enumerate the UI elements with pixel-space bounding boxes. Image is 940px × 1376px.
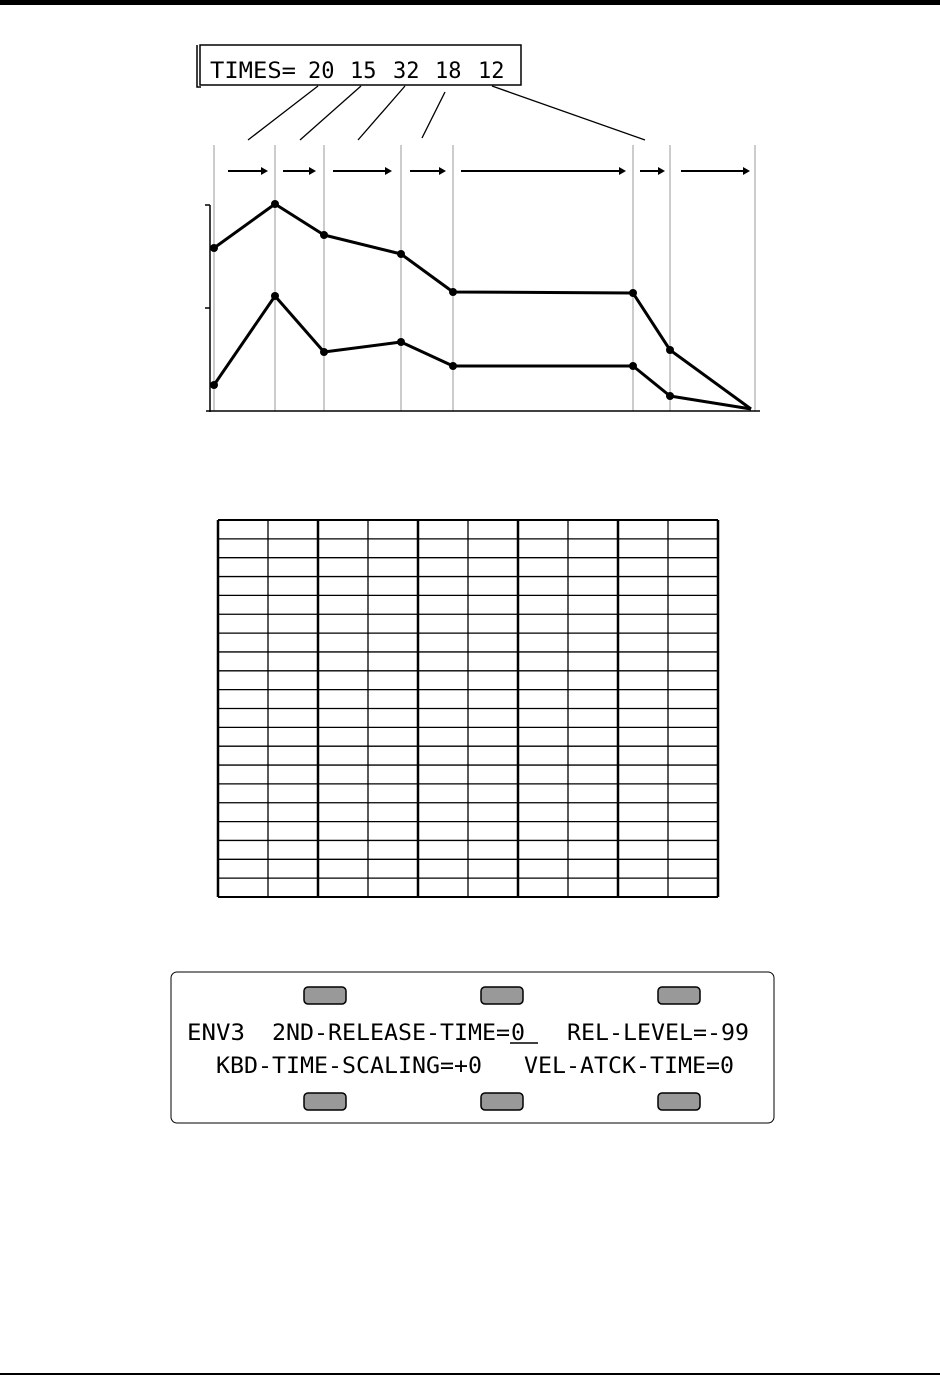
envelope-point: [629, 362, 637, 370]
envelope-point: [271, 200, 279, 208]
time-value: 18: [435, 59, 462, 84]
arrow-head: [439, 167, 446, 175]
time-value: 12: [478, 59, 505, 84]
envelope-point: [449, 288, 457, 296]
lcd-text: KBD-TIME-SCALING=+0: [216, 1054, 482, 1079]
times-box: TIMES= 20 15 32 18 12: [196, 44, 522, 88]
arrow-head: [658, 167, 665, 175]
time-value: 32: [393, 59, 420, 84]
envelope-diagram: [205, 145, 760, 412]
envelope-point: [210, 244, 218, 252]
arrow-head: [619, 167, 626, 175]
envelope-point: [320, 231, 328, 239]
lcd-text: ENV3: [187, 1021, 245, 1046]
envelope-curve: [213, 202, 752, 411]
envelope-point: [271, 292, 279, 300]
envelope-point: [320, 348, 328, 356]
soft-button: [657, 986, 701, 1005]
envelope-point: [629, 289, 637, 297]
soft-button: [480, 1092, 524, 1111]
leader: [357, 85, 406, 141]
envelope-curve: [212, 294, 752, 411]
arrow-head: [743, 167, 750, 175]
soft-button: [303, 1092, 347, 1111]
envelope-point: [666, 392, 674, 400]
lcd-panel: ENV3 2ND-RELEASE-TIME= 0 REL-LEVEL=-99 K…: [170, 971, 775, 1124]
envelope-point: [397, 250, 405, 258]
arrow-head: [261, 167, 268, 175]
arrow-head: [385, 167, 392, 175]
times-label: TIMES=: [210, 59, 296, 84]
blank-table: [216, 519, 720, 898]
lcd-text: 2ND-RELEASE-TIME=: [272, 1021, 510, 1046]
leader-lines: [247, 85, 646, 141]
lcd-cursor-value: 0: [511, 1021, 525, 1046]
box-frame: [199, 44, 522, 86]
time-value: 20: [308, 59, 335, 84]
leader: [491, 85, 646, 141]
envelope-point: [449, 362, 457, 370]
arrow-head: [309, 167, 316, 175]
lcd-frame: [170, 971, 775, 1124]
time-value: 15: [350, 59, 377, 84]
bottom-rule: [0, 1373, 940, 1375]
top-rule: [0, 0, 940, 5]
lcd-text: REL-LEVEL=-99: [567, 1021, 749, 1046]
envelope-point: [666, 346, 674, 354]
lcd-text: VEL-ATCK-TIME=0: [524, 1054, 734, 1079]
soft-button: [480, 986, 524, 1005]
leader: [299, 85, 362, 141]
soft-button: [657, 1092, 701, 1111]
envelope-point: [210, 381, 218, 389]
soft-button: [303, 986, 347, 1005]
box-shadow: [196, 45, 201, 88]
leader: [247, 85, 319, 141]
leader: [421, 91, 446, 139]
envelope-point: [397, 338, 405, 346]
